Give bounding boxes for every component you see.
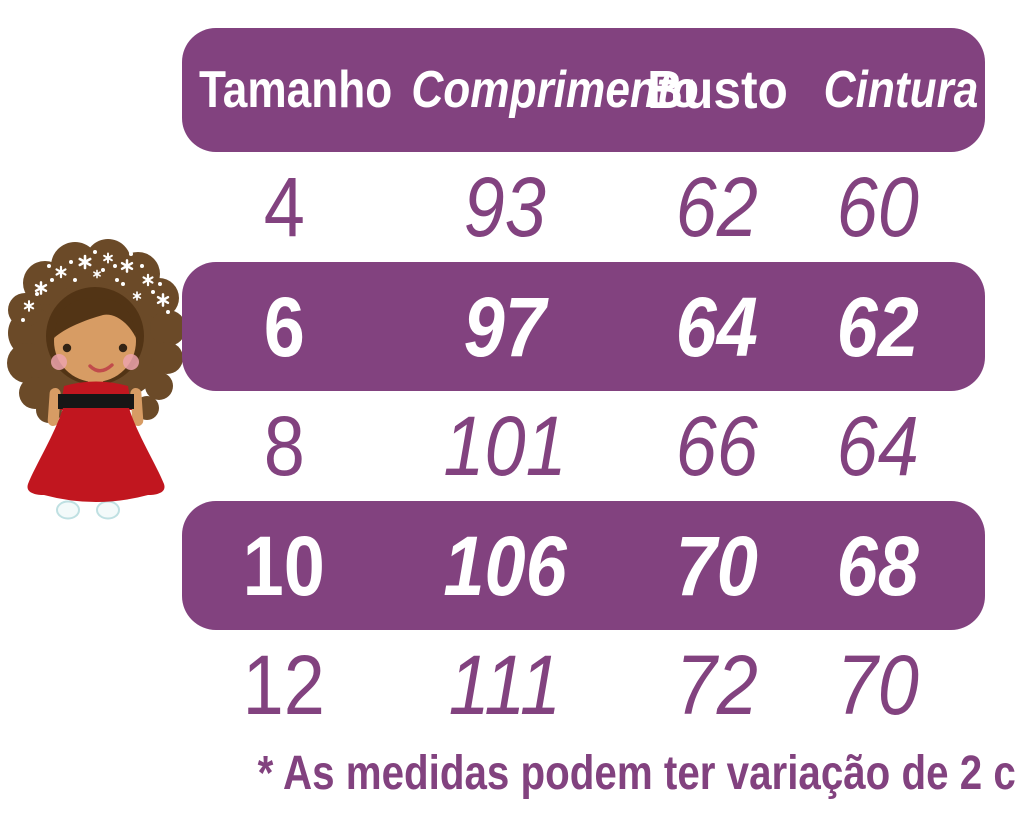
cintura-value: 60 — [836, 160, 919, 254]
cintura-value: 62 — [836, 279, 919, 374]
table-row-size-6: 6 97 64 62 — [182, 262, 985, 391]
size-value: 4 — [263, 160, 305, 254]
shoe-left — [56, 500, 80, 520]
cintura-value: 64 — [836, 399, 919, 493]
size-value: 6 — [263, 279, 305, 374]
table-header-row: Tamanho Comprimento Busto Cintura — [182, 28, 985, 152]
dress-skirt — [27, 408, 165, 502]
size-table: Tamanho Comprimento Busto Cintura 4 93 6… — [182, 28, 985, 740]
table-row-size-10: 10 106 70 68 — [182, 501, 985, 630]
size-value: 12 — [242, 638, 326, 732]
smile — [88, 363, 114, 373]
busto-value: 72 — [675, 638, 759, 732]
footnote: * As medidas podem ter variação de 2 cm — [182, 747, 1016, 801]
girl-in-red-dress-illustration — [7, 239, 185, 520]
cheek-right — [123, 354, 139, 370]
comprimento-value: 106 — [443, 518, 567, 613]
footnote-text: * As medidas podem ter variação de 2 cm — [257, 747, 1016, 800]
busto-value: 66 — [675, 399, 759, 493]
arm-left — [47, 388, 61, 426]
eye-right — [118, 343, 128, 353]
comprimento-value: 97 — [463, 279, 547, 374]
shoe-right — [96, 500, 120, 520]
header-tamanho: Tamanho — [199, 61, 393, 119]
busto-value: 70 — [675, 518, 759, 613]
flower-crown — [21, 250, 170, 322]
comprimento-value: 111 — [448, 638, 562, 732]
cintura-value: 68 — [836, 518, 919, 613]
table-row-size-8: 8 101 66 64 — [182, 391, 985, 501]
header-comprimento: Comprimento — [411, 61, 699, 119]
table-row-size-4: 4 93 62 60 — [182, 152, 985, 262]
busto-value: 62 — [675, 160, 759, 254]
size-value: 10 — [242, 518, 326, 613]
bangs — [54, 298, 136, 338]
table-row-size-12: 12 111 72 70 — [182, 630, 985, 740]
cintura-value: 70 — [836, 638, 919, 732]
comprimento-value: 101 — [443, 399, 567, 493]
eye-left — [62, 343, 72, 353]
cheek-left — [51, 354, 67, 370]
comprimento-value: 93 — [463, 160, 547, 254]
busto-value: 64 — [675, 279, 759, 374]
header-cintura: Cintura — [823, 61, 979, 119]
size-value: 8 — [263, 399, 305, 493]
header-busto: Busto — [646, 60, 788, 120]
dress-sash — [58, 394, 134, 409]
